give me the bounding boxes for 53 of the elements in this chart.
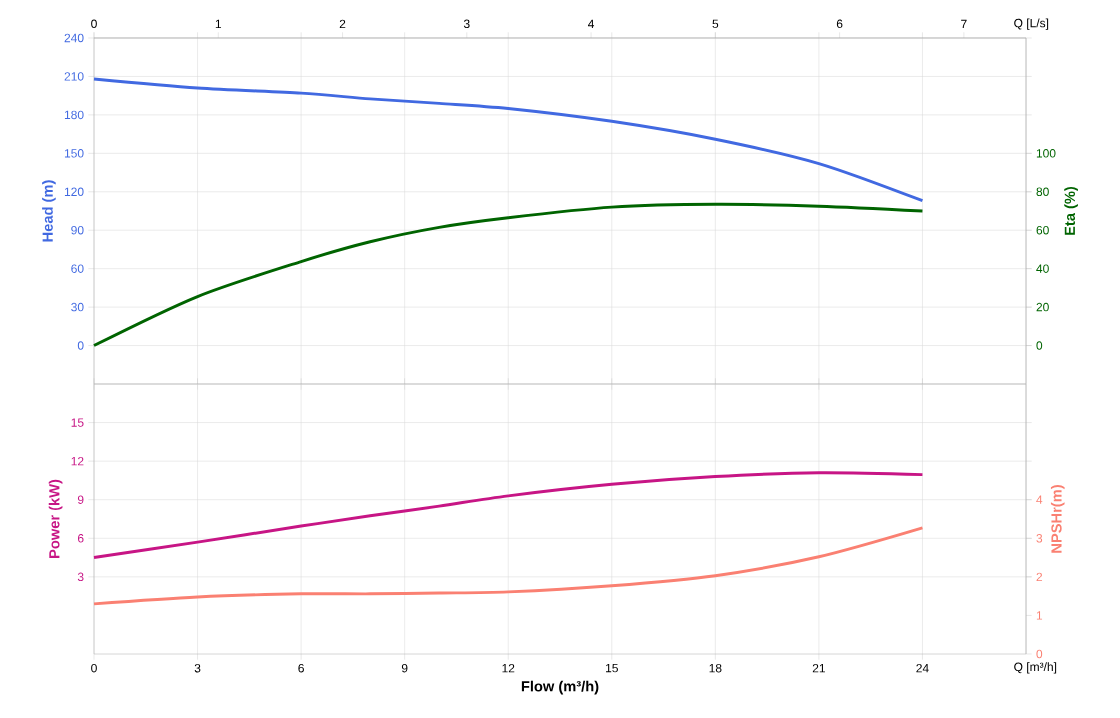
x2-tick-label: 6 (836, 19, 843, 29)
line-series (92, 77, 924, 203)
y2-axis-title: Eta (%) (1064, 186, 1078, 235)
x-tick-label: 24 (916, 663, 929, 673)
x2-tick-label: 1 (215, 19, 222, 29)
y2-tick-label: 80 (1036, 187, 1049, 197)
x2-tick-label: 5 (712, 19, 719, 29)
line-series (92, 471, 924, 560)
x-tick-label: 3 (194, 663, 201, 673)
y2-tick-label: 40 (1036, 264, 1049, 273)
x-tick-label: 9 (401, 663, 408, 673)
y2-tick-label: 3 (1036, 534, 1043, 543)
y-tick-label: 180 (64, 110, 84, 120)
y2-tick-label: 2 (1036, 572, 1043, 582)
y-tick-label: 15 (71, 418, 84, 427)
y2-tick-label: 1 (1036, 611, 1043, 620)
x2-tick-label: 3 (463, 19, 470, 29)
x-tick-label: 6 (298, 663, 304, 673)
y2-tick-label: 0 (1036, 341, 1043, 350)
y2-tick-label: 4 (1036, 495, 1043, 504)
x-tick-label: 21 (812, 663, 825, 673)
y-axis-title: Power (kW) (48, 479, 63, 558)
y-tick-label: 60 (71, 264, 84, 273)
y2-tick-label: 20 (1036, 302, 1049, 312)
x2-tick-label: 0 (91, 19, 97, 29)
y-tick-label: 210 (64, 72, 84, 81)
x-tick-label: 12 (502, 663, 515, 673)
line-series (92, 526, 924, 606)
y-tick-label: 120 (64, 187, 84, 197)
y-tick-label: 0 (77, 341, 84, 350)
y-tick-label: 150 (64, 149, 84, 158)
x2-tick-label: 2 (339, 19, 346, 29)
y2-tick-label: 0 (1036, 649, 1043, 659)
y-axis-title: Head (m) (42, 180, 56, 242)
y2-tick-label: 100 (1036, 149, 1056, 158)
x-tick-label: 18 (709, 663, 722, 673)
y-tick-label: 30 (71, 302, 84, 312)
x2-tick-label: 7 (961, 19, 967, 29)
y-tick-label: 90 (71, 225, 84, 235)
y2-axis-title: NPSHr(m) (1050, 485, 1065, 553)
x-tick-label: 15 (606, 663, 618, 673)
y-tick-label: 6 (77, 534, 84, 543)
text: Q [m³/h] (1014, 662, 1057, 674)
x2-axis-title: Q [L/s] (1014, 18, 1049, 30)
y2-tick-label: 60 (1036, 225, 1049, 235)
x2-tick-label: 4 (588, 19, 595, 29)
y-tick-label: 9 (77, 495, 84, 504)
y-tick-label: 240 (64, 33, 84, 43)
x-axis-title: Flow (m³/h) (521, 680, 599, 695)
line-series (92, 202, 924, 348)
y-tick-label: 12 (71, 456, 84, 466)
x-tick-label: 0 (91, 663, 97, 673)
y-tick-label: 3 (77, 572, 84, 582)
